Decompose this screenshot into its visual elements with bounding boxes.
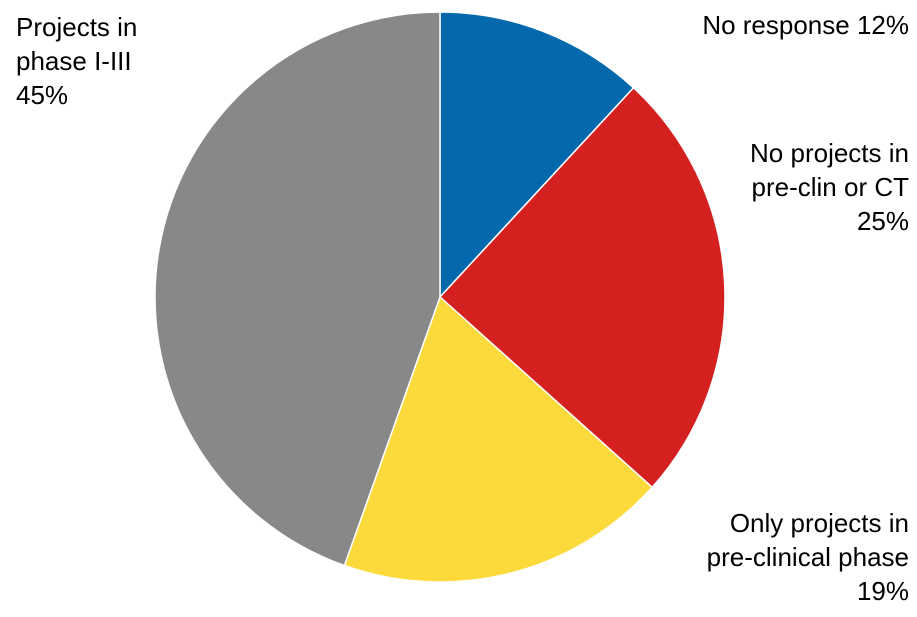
slice-label-line: Only projects in	[729, 508, 909, 538]
slice-label-no-projects: No projects in pre-clin or CT 25%	[750, 136, 909, 238]
slice-label-phase-i-iii: Projects in phase I-III 45%	[16, 10, 137, 112]
slice-label-line: 25%	[856, 206, 909, 236]
pie-slice-pre-clinical	[343, 295, 654, 583]
pie-slice-phase-i-iii	[154, 11, 441, 567]
slice-label-line: pre-clinical phase	[706, 542, 909, 572]
pie-slice-no-projects	[438, 86, 726, 489]
slice-label-line: 19%	[856, 576, 909, 606]
slice-label-no-response: No response 12%	[702, 8, 909, 42]
slice-label-line: 45%	[16, 80, 69, 110]
slice-label-pre-clinical: Only projects in pre-clinical phase 19%	[707, 506, 909, 608]
slice-label-line: Projects in	[16, 12, 138, 42]
slice-label-line: No response 12%	[702, 10, 909, 40]
slice-label-line: No projects in	[750, 138, 909, 168]
pie-slice-no-response	[439, 11, 635, 299]
slice-label-line: phase I-III	[16, 46, 132, 76]
slice-label-line: pre-clin or CT	[751, 172, 909, 202]
